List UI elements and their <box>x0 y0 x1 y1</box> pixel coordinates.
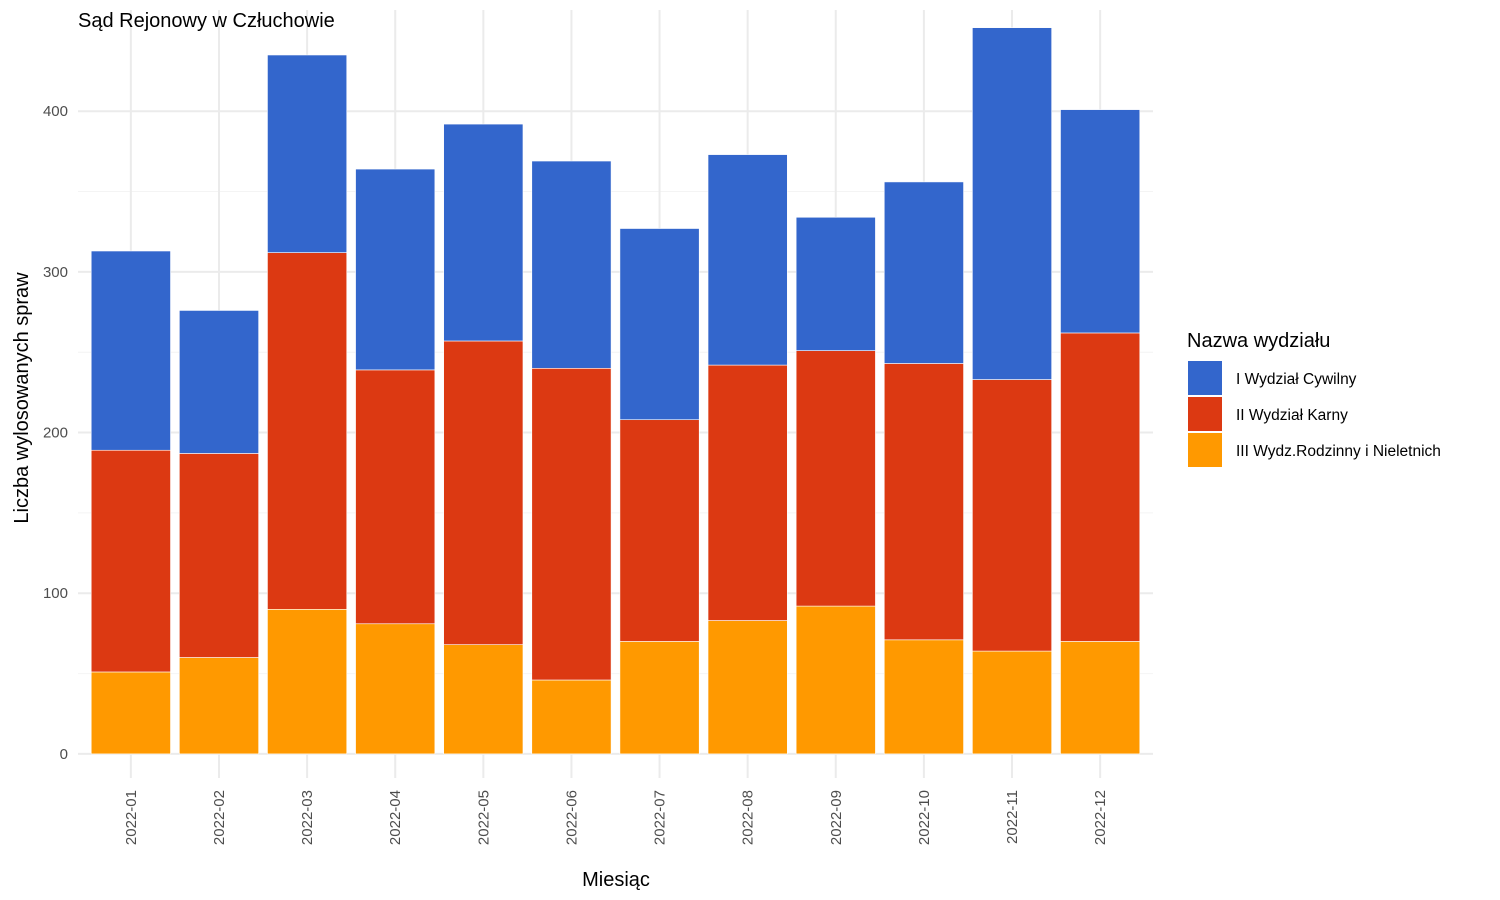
legend-title: Nazwa wydziału <box>1187 330 1330 352</box>
bar-segment <box>90 671 171 755</box>
x-tick-label: 2022-07 <box>652 790 669 845</box>
x-tick-label: 2022-04 <box>387 790 404 845</box>
bar-segment <box>267 608 348 755</box>
legend-swatch <box>1188 361 1222 395</box>
bar-segment <box>795 216 876 351</box>
x-tick-label: 2022-08 <box>740 790 757 845</box>
legend-label: I Wydział Cywilny <box>1236 371 1357 388</box>
chart-title: Sąd Rejonowy w Człuchowie <box>78 10 335 32</box>
bar-segment <box>972 379 1052 652</box>
bar-segment <box>443 340 524 645</box>
x-tick-label: 2022-10 <box>916 790 933 845</box>
legend-swatch <box>1188 433 1222 467</box>
legend-swatch <box>1188 397 1222 431</box>
bar-segment <box>443 644 524 755</box>
bar-segment <box>355 168 436 371</box>
bar-segment <box>1060 332 1141 642</box>
bar-segment <box>355 369 436 625</box>
legend-label: II Wydział Karny <box>1236 407 1348 424</box>
y-tick-label: 400 <box>43 103 68 120</box>
bar-segment <box>619 641 700 755</box>
y-tick-label: 300 <box>43 264 68 281</box>
x-tick-label: 2022-01 <box>123 790 140 845</box>
x-tick-label: 2022-09 <box>828 790 845 845</box>
y-axis-ticks: 0 100 200 300 400 <box>43 103 68 763</box>
bar-segment <box>707 620 788 755</box>
legend: Nazwa wydziału I Wydział Cywilny II Wydzi… <box>1187 330 1441 467</box>
bar-segment <box>972 650 1052 755</box>
x-tick-label: 2022-06 <box>563 790 580 845</box>
bar-segment <box>531 160 612 369</box>
x-axis-ticks: 2022-01 2022-02 2022-03 2022-04 2022-05 2022-… <box>123 790 1109 845</box>
y-axis-title: Liczba wylosowanych spraw <box>11 272 33 524</box>
bar-segment <box>707 364 788 621</box>
legend-label: III Wydz.Rodzinny i Nieletnich <box>1236 443 1441 460</box>
bar-segment <box>883 181 964 364</box>
bar-segment <box>1060 641 1141 755</box>
bar-segment <box>883 639 964 755</box>
bar-segment <box>883 363 964 641</box>
bar-segment <box>443 123 524 342</box>
bar-segment <box>267 54 348 253</box>
x-axis-title: Miesiąc <box>582 869 650 891</box>
bar-segment <box>90 250 171 451</box>
bar-segment <box>179 310 259 454</box>
bar-segment <box>90 449 171 673</box>
x-tick-label: 2022-02 <box>211 790 228 845</box>
bar-segment <box>355 623 436 755</box>
x-tick-label: 2022-12 <box>1092 790 1109 845</box>
bars <box>90 27 1141 755</box>
bar-segment <box>531 679 612 755</box>
y-tick-label: 100 <box>43 585 68 602</box>
bar-segment <box>179 657 259 755</box>
x-tick-label: 2022-11 <box>1004 790 1021 844</box>
bar-segment <box>179 453 259 658</box>
bar-segment <box>531 367 612 681</box>
bar-segment <box>1060 109 1141 334</box>
bar-segment <box>267 252 348 610</box>
bar-segment <box>972 27 1052 380</box>
bar-segment <box>795 605 876 755</box>
x-tick-label: 2022-05 <box>475 790 492 845</box>
y-tick-label: 0 <box>60 746 68 763</box>
bar-segment <box>795 350 876 607</box>
bar-segment <box>619 228 700 421</box>
y-tick-label: 200 <box>43 425 68 442</box>
x-tick-label: 2022-03 <box>299 790 316 845</box>
bar-segment <box>707 154 788 366</box>
bar-segment <box>619 419 700 642</box>
